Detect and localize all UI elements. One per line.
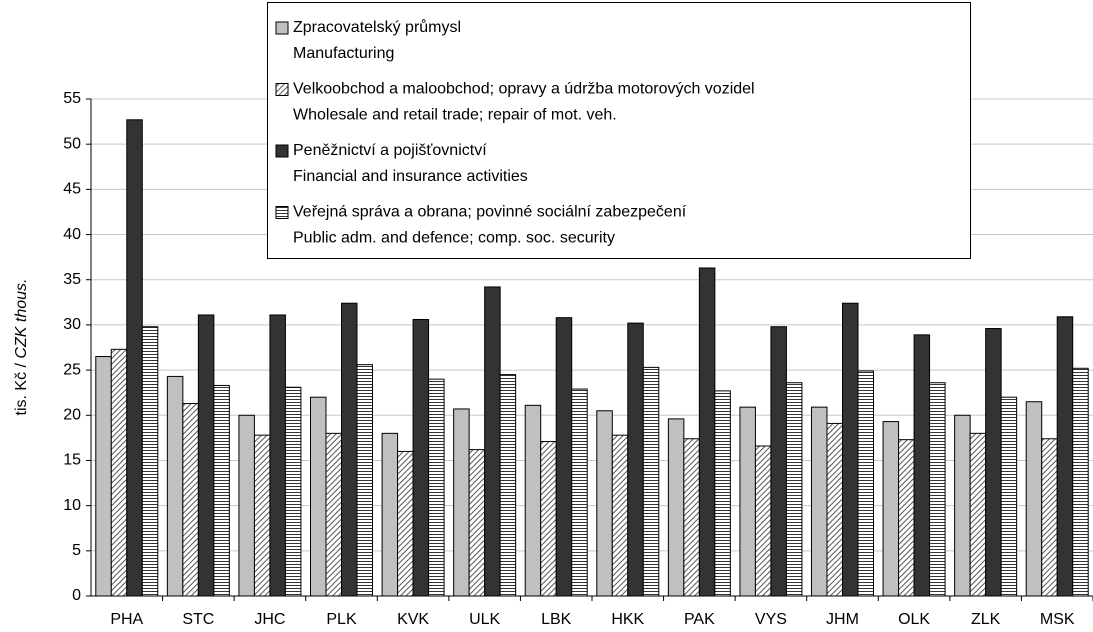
bar: [596, 410, 613, 597]
y-axis-label: tis. Kč / CZK thous.: [13, 279, 30, 416]
bar: [1000, 396, 1018, 597]
bar: [141, 326, 159, 597]
x-tick-label: PLK: [326, 611, 357, 628]
y-tick-label: 15: [63, 452, 81, 469]
bar: [1072, 367, 1089, 597]
bar: [571, 388, 588, 597]
bar: [166, 375, 184, 597]
y-tick-label: 5: [72, 542, 81, 559]
bar: [739, 406, 756, 597]
bar: [468, 449, 486, 597]
bar: [882, 421, 900, 597]
y-tick-label: 45: [63, 181, 81, 198]
y-tick-label: 50: [63, 135, 81, 152]
bar: [898, 439, 915, 597]
bar: [811, 406, 828, 597]
bar: [412, 318, 430, 597]
bar: [381, 432, 399, 597]
x-tick-label: VYS: [755, 611, 787, 628]
legend-swatch: [275, 206, 289, 219]
bar: [540, 440, 557, 597]
x-tick-label: KVK: [397, 611, 429, 628]
bar: [954, 414, 971, 597]
x-tick-label: LBK: [541, 611, 572, 628]
bar: [785, 382, 803, 597]
x-tick-label: MSK: [1040, 611, 1075, 628]
bar: [826, 422, 843, 597]
y-tick-label: 35: [63, 271, 81, 288]
legend-label-en: Financial and insurance activities: [293, 168, 528, 185]
bar: [110, 348, 128, 597]
bar: [499, 374, 517, 597]
bar: [714, 390, 731, 597]
bar: [627, 322, 644, 597]
bar: [555, 317, 573, 597]
legend-label: Peněžnictví a pojišťovnictví: [293, 142, 487, 159]
bar: [197, 314, 215, 597]
y-tick-label: 55: [63, 90, 81, 107]
bar: [913, 334, 931, 597]
y-tick-label: 10: [63, 497, 81, 514]
legend-label-en: Public adm. and defence; comp. soc. secu…: [293, 230, 615, 247]
x-tick-label: ZLK: [971, 611, 1001, 628]
bar: [969, 432, 987, 597]
legend-label: Velkoobchod a maloobchod; opravy a údržb…: [293, 81, 755, 98]
bar: [484, 286, 501, 597]
x-tick-label: PHA: [110, 611, 143, 628]
legend-box: [267, 2, 971, 259]
bar: [667, 418, 685, 597]
bar: [341, 302, 358, 597]
bar: [611, 434, 629, 597]
legend-label-en: Manufacturing: [293, 45, 394, 62]
bar: [1025, 401, 1043, 597]
x-tick-label: PAK: [684, 611, 715, 628]
bar: [269, 314, 286, 597]
bar: [397, 450, 414, 597]
bar: [1041, 438, 1058, 597]
bar: [182, 403, 199, 597]
bar: [1056, 316, 1074, 597]
bar: [929, 382, 946, 597]
y-tick-label: 20: [63, 406, 81, 423]
x-tick-label: JHM: [826, 611, 859, 628]
legend-label: Veřejná správa a obrana; povinné sociáln…: [293, 204, 687, 221]
bar: [428, 378, 445, 597]
bar: [310, 396, 327, 597]
x-tick-label: STC: [182, 611, 214, 628]
x-tick-label: OLK: [898, 611, 930, 628]
y-tick-label: 40: [63, 226, 81, 243]
bar: [95, 356, 112, 597]
y-tick-label: 25: [63, 361, 81, 378]
bar: [770, 326, 787, 597]
bar: [284, 386, 302, 597]
bar: [356, 364, 373, 597]
bar: [453, 408, 470, 597]
legend-swatch: [275, 21, 289, 35]
legend-label-en: Wholesale and retail trade; repair of mo…: [293, 107, 617, 124]
bar: [253, 434, 271, 597]
bar: [842, 302, 859, 597]
bar: [325, 432, 342, 597]
legend-swatch: [275, 144, 289, 158]
legend-swatch: [275, 83, 289, 96]
bar: [754, 445, 772, 597]
y-tick-label: 30: [63, 316, 81, 333]
x-tick-label: HKK: [611, 611, 644, 628]
bar: [985, 328, 1002, 597]
bar: [698, 267, 716, 597]
bar: [683, 438, 700, 597]
legend-label: Zpracovatelský průmysl: [293, 18, 461, 36]
y-tick-label: 0: [72, 587, 81, 604]
bar: [126, 119, 143, 597]
bar: [238, 414, 255, 597]
y-axis-label-en: CZK thous.: [13, 279, 30, 359]
bar: [524, 404, 542, 597]
x-tick-label: JHC: [254, 611, 285, 628]
y-axis-label-cz: tis. Kč /: [13, 362, 30, 415]
bar: [642, 366, 660, 597]
bar: [213, 384, 230, 597]
bar: [857, 370, 874, 597]
x-tick-label: ULK: [469, 611, 500, 628]
